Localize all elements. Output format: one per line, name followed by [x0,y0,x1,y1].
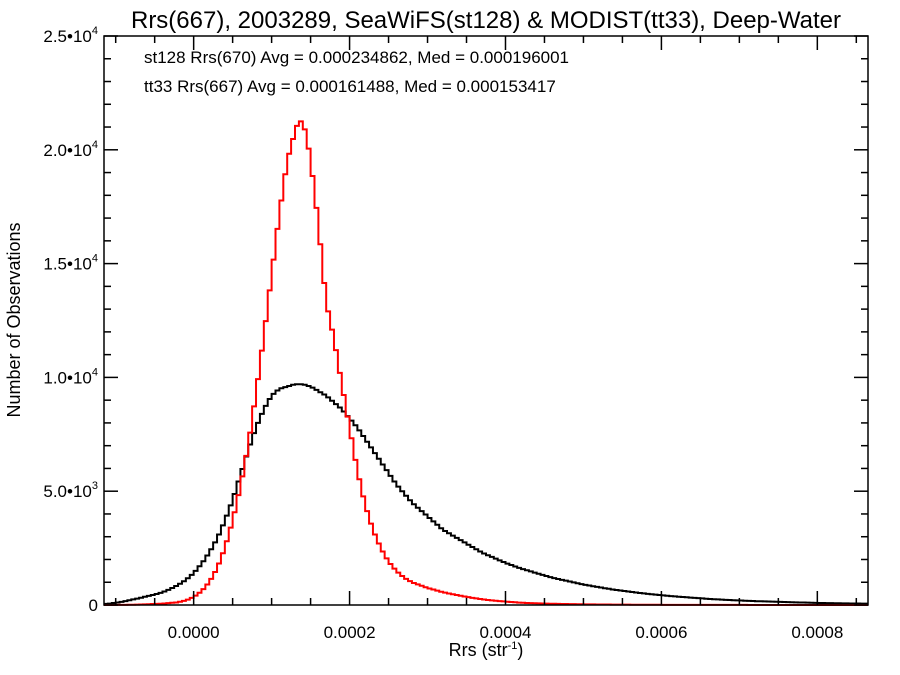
x-tick-label-1: 0.0002 [324,623,376,642]
legend-annotation-tt33: tt33 Rrs(667) Avg = 0.000161488, Med = 0… [144,77,556,96]
x-axis-label-text: Rrs (str [449,640,508,660]
x-tick-label-3: 0.0006 [635,623,687,642]
y-tick-label-0: 0 [89,596,98,615]
plot-series [104,120,868,606]
x-axis-label: Rrs (str-1) [449,640,524,660]
series-line-0 [104,383,868,605]
x-tick-label-0: 0.0000 [168,623,220,642]
chart-title: Rrs(667), 2003289, SeaWiFS(st128) & MODI… [131,7,841,34]
legend-annotation-st128: st128 Rrs(670) Avg = 0.000234862, Med = … [144,48,569,67]
x-axis-label-close: ) [517,640,523,660]
plot-frame [103,35,869,606]
x-tick-label-4: 0.0008 [791,623,843,642]
x-axis-label-unit-exponent: -1 [508,640,518,652]
y-tick-label-4: 2.0•104 [43,139,98,160]
x-tick-label-2: 0.0004 [479,623,531,642]
y-tick-label-3: 1.5•104 [43,253,98,274]
y-tick-label-2: 1.0•104 [43,366,98,387]
y-axis-label: Number of Observations [4,222,24,417]
axis-ticks: 0.0000 0.0002 0.0004 0.0006 0.0008 0 5.0•103 1.… [43,25,868,642]
y-tick-label-1: 5.0•103 [43,480,98,501]
series-line-1 [104,120,868,606]
y-tick-label-5: 2.5•104 [43,25,98,46]
